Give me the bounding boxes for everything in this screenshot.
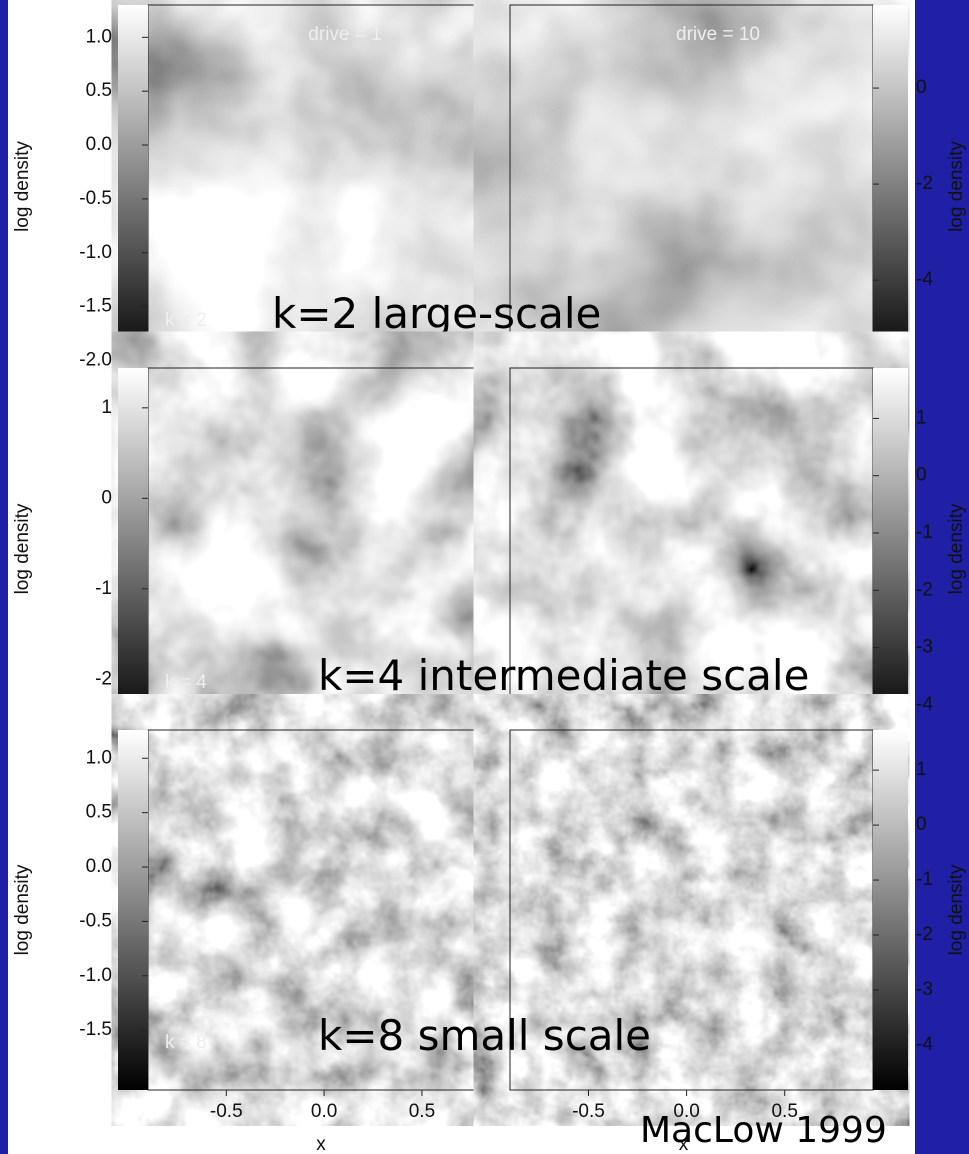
tick-label: -0.5: [572, 1101, 605, 1122]
tick-label: 0: [916, 465, 927, 486]
tick-label: 1: [916, 407, 927, 428]
tick-label: -2: [916, 173, 933, 194]
tick-label: -1.0: [79, 965, 112, 986]
colorbar: [873, 5, 908, 368]
column-header: drive = 1: [308, 24, 381, 45]
colorbar: [118, 730, 148, 1090]
tick-label: -4: [916, 694, 933, 715]
tick-label: -1.0: [79, 242, 112, 263]
tick-label: -2: [95, 668, 112, 689]
tick-label: 0: [916, 814, 927, 835]
k-label: k = 4: [165, 672, 207, 693]
tick-label: -1.5: [79, 1019, 112, 1040]
tick-label: -1.5: [79, 296, 112, 317]
colorbar: [873, 368, 908, 730]
axis-label: log density: [946, 503, 967, 594]
tick-label: 0.0: [86, 134, 112, 155]
tick-label: 0: [101, 487, 112, 508]
tick-label: -3: [916, 637, 933, 658]
tick-label: -0.5: [79, 188, 112, 209]
axis-label: log density: [946, 141, 967, 232]
caption: k=4 intermediate scale: [318, 651, 809, 700]
tick-label: -1: [916, 522, 933, 543]
axis-label: x: [316, 1134, 326, 1154]
colorbar: [118, 5, 148, 368]
tick-label: -2: [916, 579, 933, 600]
k-label: k = 8: [165, 1032, 207, 1053]
tick-label: 1.0: [86, 26, 112, 47]
axis-label: log density: [946, 864, 967, 955]
tick-label: -4: [916, 1034, 933, 1055]
caption: k=8 small scale: [318, 1011, 651, 1060]
axis-label: log density: [12, 141, 33, 232]
figure: 1.0 0.5 0.0 -0.5 -1.0 -1.5 -2.0 log density 0 -2 -…: [0, 0, 969, 1154]
credit: MacLow 1999: [640, 1110, 887, 1151]
tick-label: 1: [916, 759, 927, 780]
axis-label: log density: [12, 503, 33, 594]
colorbar: [873, 730, 908, 1090]
tick-label: 0: [916, 77, 927, 98]
tick-label: -0.5: [210, 1101, 243, 1122]
tick-label: -3: [916, 979, 933, 1000]
axis-label: log density: [12, 864, 33, 955]
column-header: drive = 10: [676, 24, 760, 45]
tick-label: -1: [95, 578, 112, 599]
tick-label: 1.0: [86, 747, 112, 768]
tick-label: 0.5: [86, 80, 112, 101]
tick-label: 0.0: [86, 856, 112, 877]
k-label: k = 2: [165, 310, 207, 331]
tick-label: 1: [101, 397, 112, 418]
tick-label: -2.0: [79, 349, 112, 370]
tick-label: -0.5: [79, 910, 112, 931]
tick-label: 0.0: [311, 1101, 337, 1122]
tick-label: -1: [916, 869, 933, 890]
tick-label: -2: [916, 924, 933, 945]
tick-label: 0.5: [86, 802, 112, 823]
tick-label: 0.5: [409, 1101, 435, 1122]
colorbar: [118, 368, 148, 730]
caption: k=2 large-scale: [272, 289, 601, 338]
tick-label: -4: [916, 269, 933, 290]
